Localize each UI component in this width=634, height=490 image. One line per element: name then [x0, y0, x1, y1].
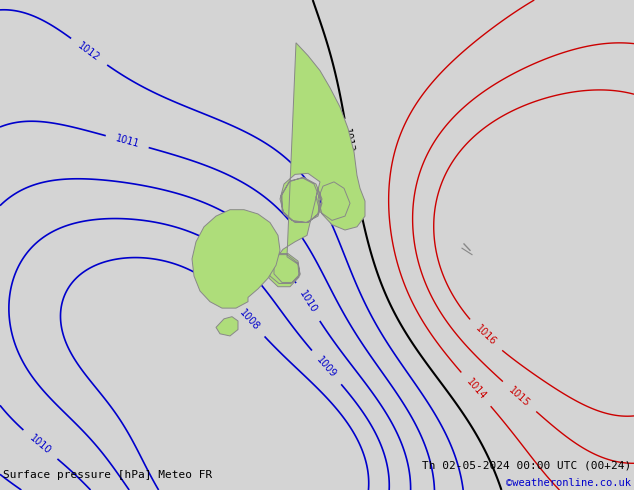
Text: 1010: 1010: [297, 289, 318, 315]
Text: 1009: 1009: [314, 355, 339, 380]
Text: 1012: 1012: [76, 41, 102, 63]
Text: 1011: 1011: [114, 134, 140, 150]
Text: 1013: 1013: [341, 128, 355, 154]
Text: Th 02-05-2024 00:00 UTC (00+24): Th 02-05-2024 00:00 UTC (00+24): [422, 461, 631, 470]
Text: 1015: 1015: [507, 385, 532, 409]
Text: ©weatheronline.co.uk: ©weatheronline.co.uk: [506, 478, 631, 488]
Text: 1010: 1010: [28, 433, 53, 456]
Text: 1008: 1008: [238, 308, 261, 332]
Polygon shape: [268, 43, 365, 287]
Text: Surface pressure [hPa] Meteo FR: Surface pressure [hPa] Meteo FR: [3, 470, 212, 480]
Text: 1014: 1014: [464, 377, 488, 402]
Text: 1016: 1016: [473, 323, 498, 348]
Polygon shape: [216, 317, 238, 336]
Polygon shape: [192, 210, 280, 308]
